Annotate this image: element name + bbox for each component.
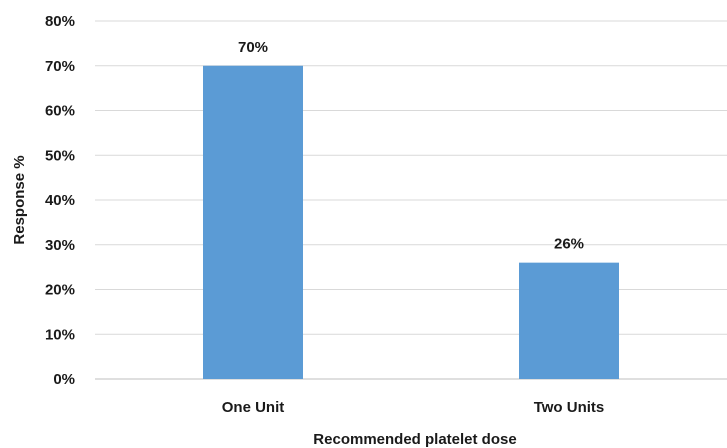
y-tick-label: 30% (45, 237, 75, 254)
bars (203, 65, 619, 379)
data-label: 26% (554, 236, 584, 253)
bar (203, 65, 303, 379)
gridlines (95, 20, 727, 380)
x-category-label: One Unit (222, 399, 285, 416)
data-labels: 70% 26% (238, 39, 584, 253)
y-tick-label: 70% (45, 58, 75, 75)
y-tick-label: 60% (45, 103, 75, 120)
y-tick-label: 40% (45, 192, 75, 209)
y-tick-label: 10% (45, 326, 75, 343)
x-axis-category-labels: One Unit Two Units (222, 399, 605, 416)
y-axis-tick-labels: 0% 10% 20% 30% 40% 50% 60% 70% 80% (45, 13, 75, 388)
y-tick-label: 0% (53, 371, 75, 388)
y-tick-label: 50% (45, 147, 75, 164)
y-tick-label: 20% (45, 282, 75, 299)
y-axis-title: Response % (11, 155, 28, 244)
data-label: 70% (238, 39, 268, 56)
x-axis-title: Recommended platelet dose (313, 431, 516, 448)
bar (519, 262, 619, 379)
x-category-label: Two Units (534, 399, 605, 416)
y-tick-label: 80% (45, 13, 75, 30)
